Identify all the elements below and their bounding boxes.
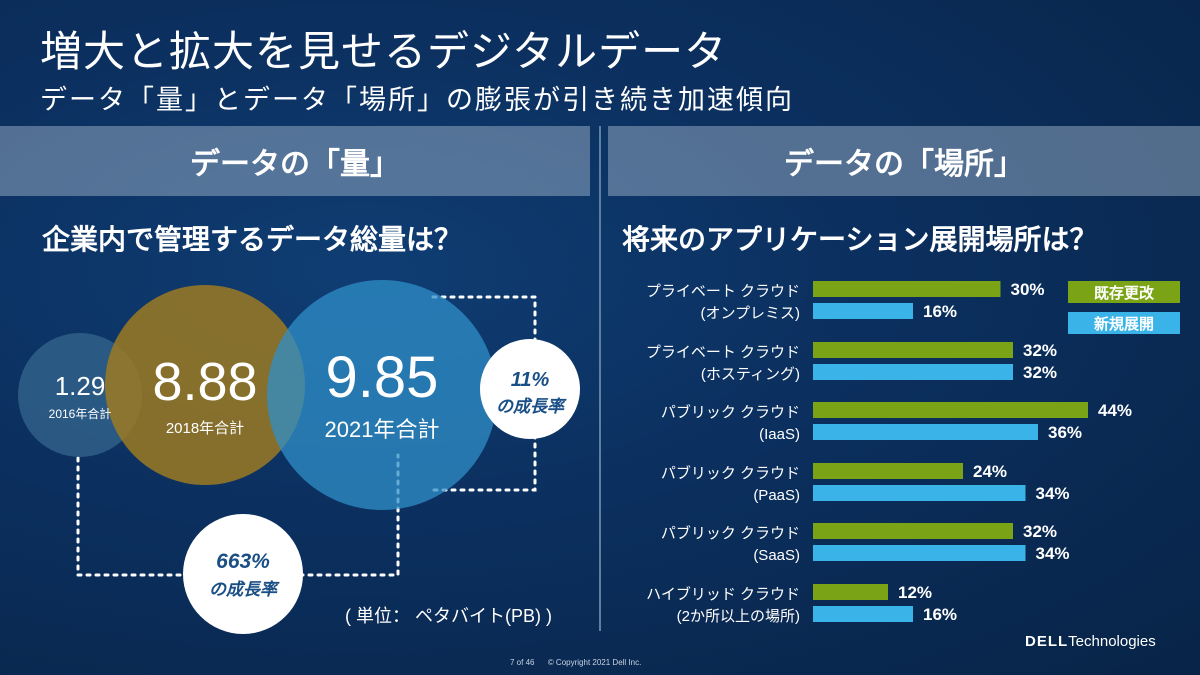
growth-badge-large-circle (183, 514, 303, 634)
category-label-5: ハイブリッド クラウド (646, 585, 800, 603)
logo-dell: DELL (1025, 633, 1069, 650)
logo-technologies: Technologies (1068, 633, 1156, 650)
bar-existing-1 (813, 342, 1013, 358)
bubble-label-1: 2018年合計 (166, 420, 244, 437)
category-sublabel-0: (オンプレミス) (700, 305, 800, 322)
bar-existing-0 (813, 281, 1001, 297)
bar-value-existing-2: 44% (1098, 401, 1132, 420)
right-panel-header: データの「場所」 (608, 126, 1200, 196)
growth-badge-large: 663% の成長率 (183, 514, 303, 634)
bar-new-4 (813, 545, 1026, 561)
category-label-2: パブリック クラウド (661, 403, 800, 421)
bubble-value-2: 9.85 (326, 345, 439, 410)
bar-value-existing-1: 32% (1023, 341, 1057, 360)
category-sublabel-4: (SaaS) (753, 547, 800, 564)
bar-value-existing-0: 30% (1011, 280, 1045, 299)
bubble-value-0: 1.29 (55, 371, 106, 401)
category-label-3: パブリック クラウド (661, 464, 800, 482)
dell-technologies-logo: DELLTechnologies (1025, 633, 1156, 650)
legend-new-label: 新規展開 (1093, 314, 1154, 333)
bar-existing-3 (813, 463, 963, 479)
bar-existing-2 (813, 402, 1088, 418)
bar-value-new-0: 16% (923, 302, 957, 321)
bar-value-existing-4: 32% (1023, 522, 1057, 541)
left-question: 企業内で管理するデータ総量は？ (42, 223, 463, 256)
bar-existing-5 (813, 584, 888, 600)
bar-new-5 (813, 606, 913, 622)
category-sublabel-1: (ホスティング) (701, 366, 800, 383)
slide-subtitle: データ「量」とデータ「場所」の膨張が引き続き加速傾向 (40, 85, 794, 116)
bar-value-new-4: 34% (1036, 544, 1070, 563)
growth-large-label: の成長率 (209, 580, 280, 600)
bar-value-existing-3: 24% (973, 462, 1007, 481)
bar-new-1 (813, 364, 1013, 380)
bar-existing-4 (813, 523, 1013, 539)
footer: 7 of 46 © Copyright 2021 Dell Inc. (510, 658, 641, 667)
category-sublabel-3: (PaaS) (753, 487, 800, 504)
bar-value-new-5: 16% (923, 605, 957, 624)
bar-new-2 (813, 424, 1038, 440)
bubble-2 (267, 280, 497, 510)
bar-new-0 (813, 303, 913, 319)
legend-existing: 既存更改 (1068, 281, 1180, 303)
bar-chart: プライベート クラウド (オンプレミス) 30% 16% プライベート クラウド (ホステ… (646, 280, 1132, 625)
category-label-4: パブリック クラウド (661, 524, 800, 542)
bar-value-existing-5: 12% (898, 583, 932, 602)
slide-title: 増大と拡大を見せるデジタルデータ (40, 27, 728, 76)
bubble-chart: 1.29 2016年合計 8.88 2018年合計 9.85 2021年合計 (18, 280, 497, 510)
category-label-0: プライベート クラウド (646, 283, 800, 300)
bar-new-3 (813, 485, 1026, 501)
growth-small-label: の成長率 (496, 397, 567, 417)
page-number: 7 of 46 (510, 658, 535, 667)
right-question: 将来のアプリケーション展開場所は？ (622, 223, 1098, 256)
legend-new: 新規展開 (1068, 312, 1180, 334)
legend-existing-label: 既存更改 (1093, 283, 1154, 302)
growth-badge-small-circle (480, 339, 580, 439)
unit-label: ( 単位： ペタバイト(PB) ) (345, 606, 552, 626)
bubble-label-0: 2016年合計 (49, 406, 112, 421)
growth-badge-small: 11% の成長率 (480, 339, 580, 439)
bar-value-new-2: 36% (1048, 423, 1082, 442)
category-sublabel-5: (2か所以上の場所) (677, 608, 800, 625)
panel-divider (599, 126, 601, 631)
category-label-1: プライベート クラウド (646, 344, 800, 361)
connector-lines (76, 295, 537, 577)
left-panel-header: データの「量」 (0, 126, 590, 196)
growth-small-value: 11% (511, 369, 550, 391)
bar-value-new-1: 32% (1023, 363, 1057, 382)
copyright: © Copyright 2021 Dell Inc. (547, 658, 642, 667)
bar-value-new-3: 34% (1036, 484, 1070, 503)
bubble-label-2: 2021年合計 (325, 417, 440, 442)
bubble-1 (105, 285, 305, 485)
bubble-value-1: 8.88 (152, 352, 257, 412)
category-sublabel-2: (IaaS) (759, 426, 800, 443)
growth-large-value: 663% (216, 550, 270, 573)
